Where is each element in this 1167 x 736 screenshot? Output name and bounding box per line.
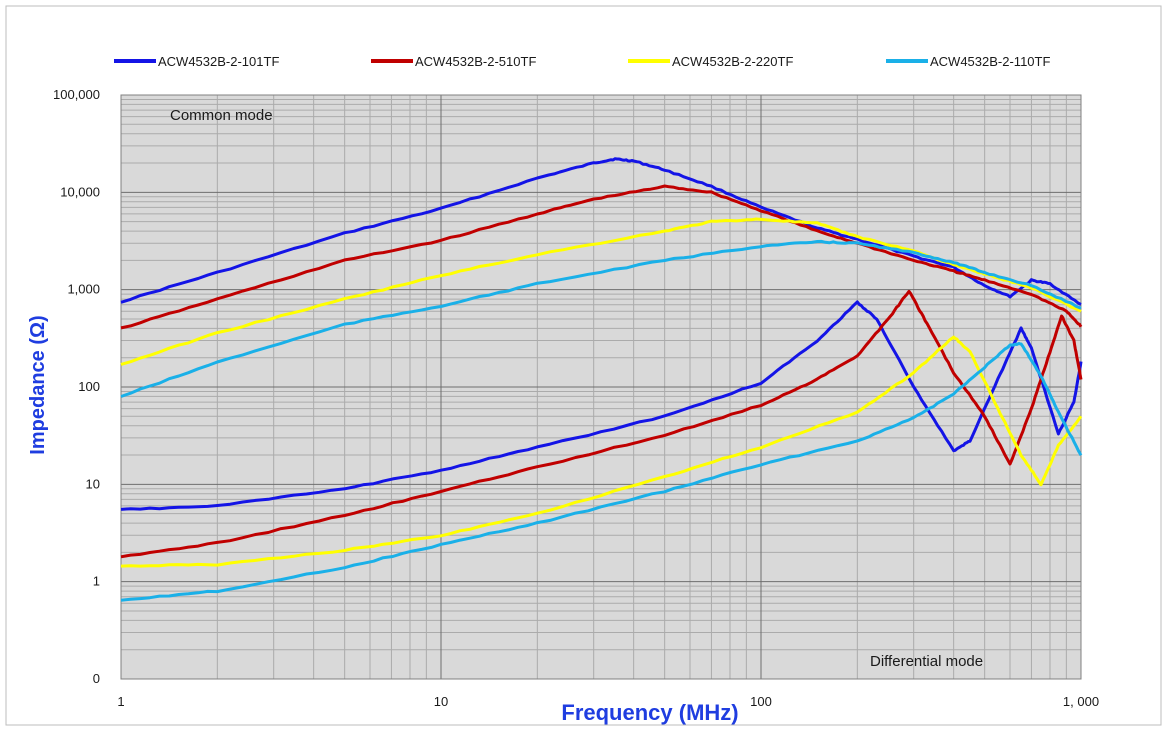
y-tick-label: 0: [93, 671, 100, 686]
x-tick-label: 100: [750, 694, 772, 709]
y-tick-label: 100: [78, 379, 100, 394]
series-line-differential-acw4532b-2-110tf: [120, 342, 1083, 602]
y-tick-label: 1: [93, 574, 100, 589]
series-group: [120, 157, 1083, 602]
series-line-common-acw4532b-2-110tf: [120, 239, 1082, 398]
y-tick-label: 100,000: [53, 87, 100, 102]
x-tick-label: 1: [117, 694, 124, 709]
series-line-common-acw4532b-2-510tf: [120, 184, 1083, 330]
y-tick-label: 1,000: [67, 282, 100, 297]
legend-label: ACW4532B-2-101TF: [158, 54, 279, 69]
series-line-differential-acw4532b-2-220tf: [120, 335, 1083, 568]
series-line-differential-acw4532b-2-510tf: [120, 289, 1083, 559]
annotation-common-mode: Common mode: [170, 107, 273, 124]
plot-border: [120, 94, 1082, 680]
x-tick-label: 1, 000: [1063, 694, 1099, 709]
legend: ACW4532B-2-101TF ACW4532B-2-510TF ACW4532B…: [114, 54, 1050, 69]
series-line-common-acw4532b-2-101tf: [120, 157, 1082, 306]
legend-label: ACW4532B-2-220TF: [672, 54, 793, 69]
legend-label: ACW4532B-2-110TF: [930, 54, 1050, 69]
annotation-differential-mode: Differential mode: [870, 653, 983, 670]
x-tick-label: 10: [434, 694, 448, 709]
y-tick-label: 10,000: [60, 184, 100, 199]
axes-labels: 1 10 100 1, 000 0 1 10 100 1,000 10,000 100,000: [53, 87, 1099, 709]
y-tick-label: 10: [86, 476, 100, 491]
y-axis-title: Impedance (Ω): [27, 315, 49, 454]
series-line-common-acw4532b-2-220tf: [120, 217, 1082, 366]
series-line-differential-acw4532b-2-101tf: [120, 300, 1083, 511]
x-axis-title: Frequency (MHz): [561, 700, 738, 725]
legend-label: ACW4532B-2-510TF: [415, 54, 536, 69]
